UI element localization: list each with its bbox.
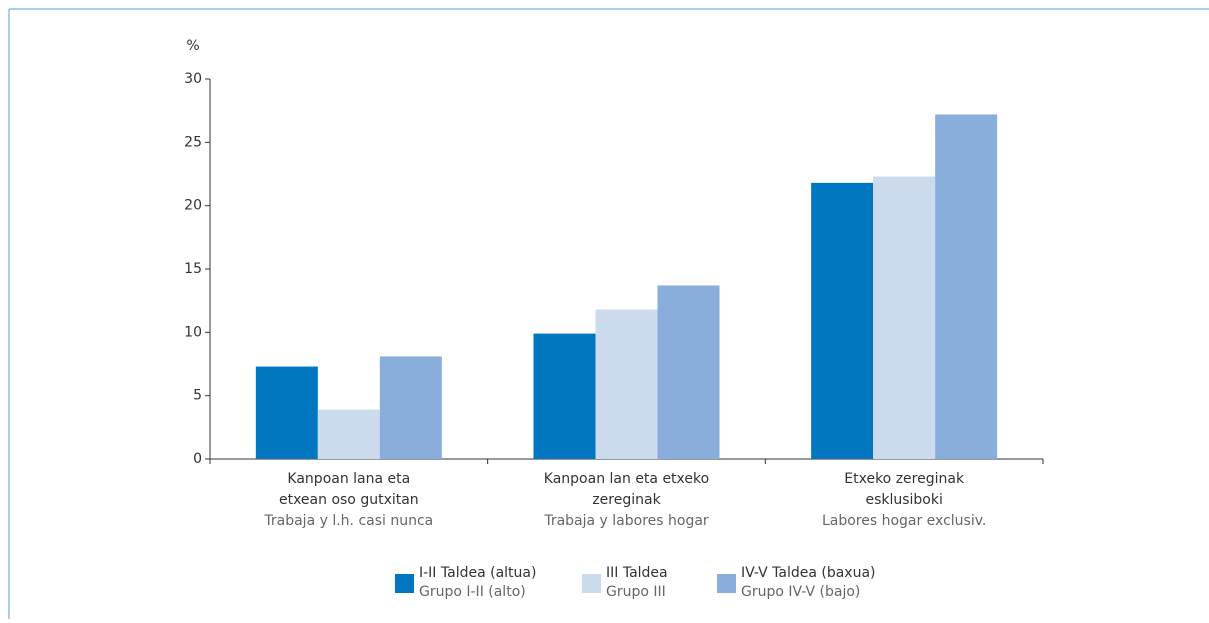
x-tick-label: Trabaja y l.h. casi nunca [263, 513, 433, 529]
bar [595, 309, 658, 459]
legend-swatch [717, 574, 736, 593]
bar [317, 409, 380, 459]
x-tick-label: zereginak [592, 492, 661, 508]
y-tick-label: 5 [193, 388, 202, 404]
x-tick-label: Kanpoan lana eta [287, 471, 410, 487]
x-tick-label: etxean oso gutxitan [279, 492, 419, 508]
legend-label: I-II Taldea (altua) [419, 565, 536, 581]
legend-label: Grupo I-II (alto) [419, 584, 526, 600]
y-tick-label: 10 [184, 324, 202, 340]
x-tick-label: Kanpoan lan eta etxeko [544, 471, 709, 487]
y-axis-label: % [186, 38, 199, 54]
bar [811, 182, 874, 459]
legend-label: IV-V Taldea (baxua) [741, 565, 876, 581]
x-tick-label: Trabaja y labores hogar [543, 513, 709, 529]
y-tick-label: 15 [184, 261, 202, 277]
legend-label: III Taldea [606, 565, 668, 581]
y-tick-label: 30 [184, 71, 202, 87]
x-tick-label: Etxeko zereginak [844, 471, 965, 487]
bar [255, 366, 318, 459]
bar [657, 285, 720, 459]
bar [379, 356, 442, 459]
x-tick-label: Labores hogar exclusiv. [822, 513, 986, 529]
y-tick-label: 25 [184, 134, 202, 150]
x-tick-label: esklusiboki [865, 492, 942, 508]
legend-label: Grupo IV-V (bajo) [741, 584, 860, 600]
bar [533, 333, 596, 459]
bar [935, 114, 998, 459]
legend-label: Grupo III [606, 584, 666, 600]
y-tick-label: 0 [193, 451, 202, 467]
legend-swatch [582, 574, 601, 593]
bar [873, 176, 936, 460]
y-tick-label: 20 [184, 198, 202, 214]
legend-swatch [395, 574, 414, 593]
